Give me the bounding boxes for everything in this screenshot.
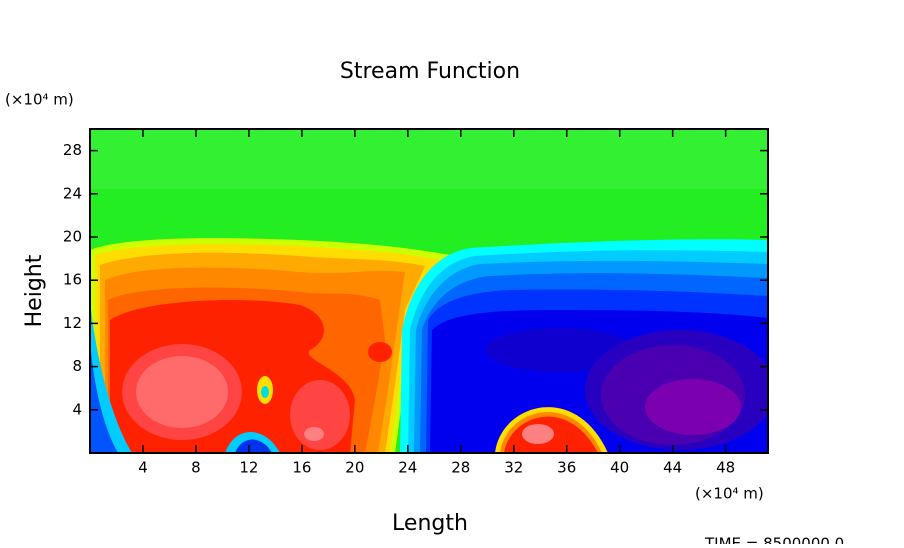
band [90, 340, 118, 453]
y-tick-label: 24 [63, 184, 82, 202]
band [90, 129, 768, 189]
y-tick-label: 20 [63, 228, 82, 246]
time-annotation: TIME = 8500000.0 [704, 535, 844, 545]
y-unit: (×10⁴ m) [5, 91, 74, 109]
x-tick-label: 48 [716, 459, 735, 477]
band [261, 386, 269, 398]
band [522, 424, 554, 444]
x-tick-label: 8 [191, 459, 201, 477]
x-tick-label: 28 [451, 459, 470, 477]
y-tick-label: 8 [72, 357, 82, 375]
x-tick-label: 4 [138, 459, 148, 477]
y-tick-label: 16 [63, 271, 82, 289]
chart-title: Stream Function [340, 59, 520, 84]
x-tick-label: 40 [610, 459, 629, 477]
x-tick-label: 44 [663, 459, 682, 477]
x-tick-label: 12 [239, 459, 258, 477]
y-tick-label: 12 [63, 314, 82, 332]
y-tick-label: 28 [63, 141, 82, 159]
x-tick-label: 20 [345, 459, 364, 477]
x-tick-label: 36 [557, 459, 576, 477]
x-axis-title: Length [392, 511, 468, 536]
y-tick-label: 4 [72, 400, 82, 418]
band [368, 342, 392, 362]
x-unit: (×10⁴ m) [695, 485, 764, 503]
x-tick-label: 32 [504, 459, 523, 477]
contour-field [90, 129, 768, 453]
band [645, 379, 741, 435]
x-tick-label: 16 [292, 459, 311, 477]
band [235, 439, 272, 453]
band [304, 427, 324, 441]
x-tick-label: 24 [398, 459, 417, 477]
plot-frame [89, 128, 769, 454]
y-axis-title: Height [22, 254, 47, 327]
band [136, 356, 228, 428]
